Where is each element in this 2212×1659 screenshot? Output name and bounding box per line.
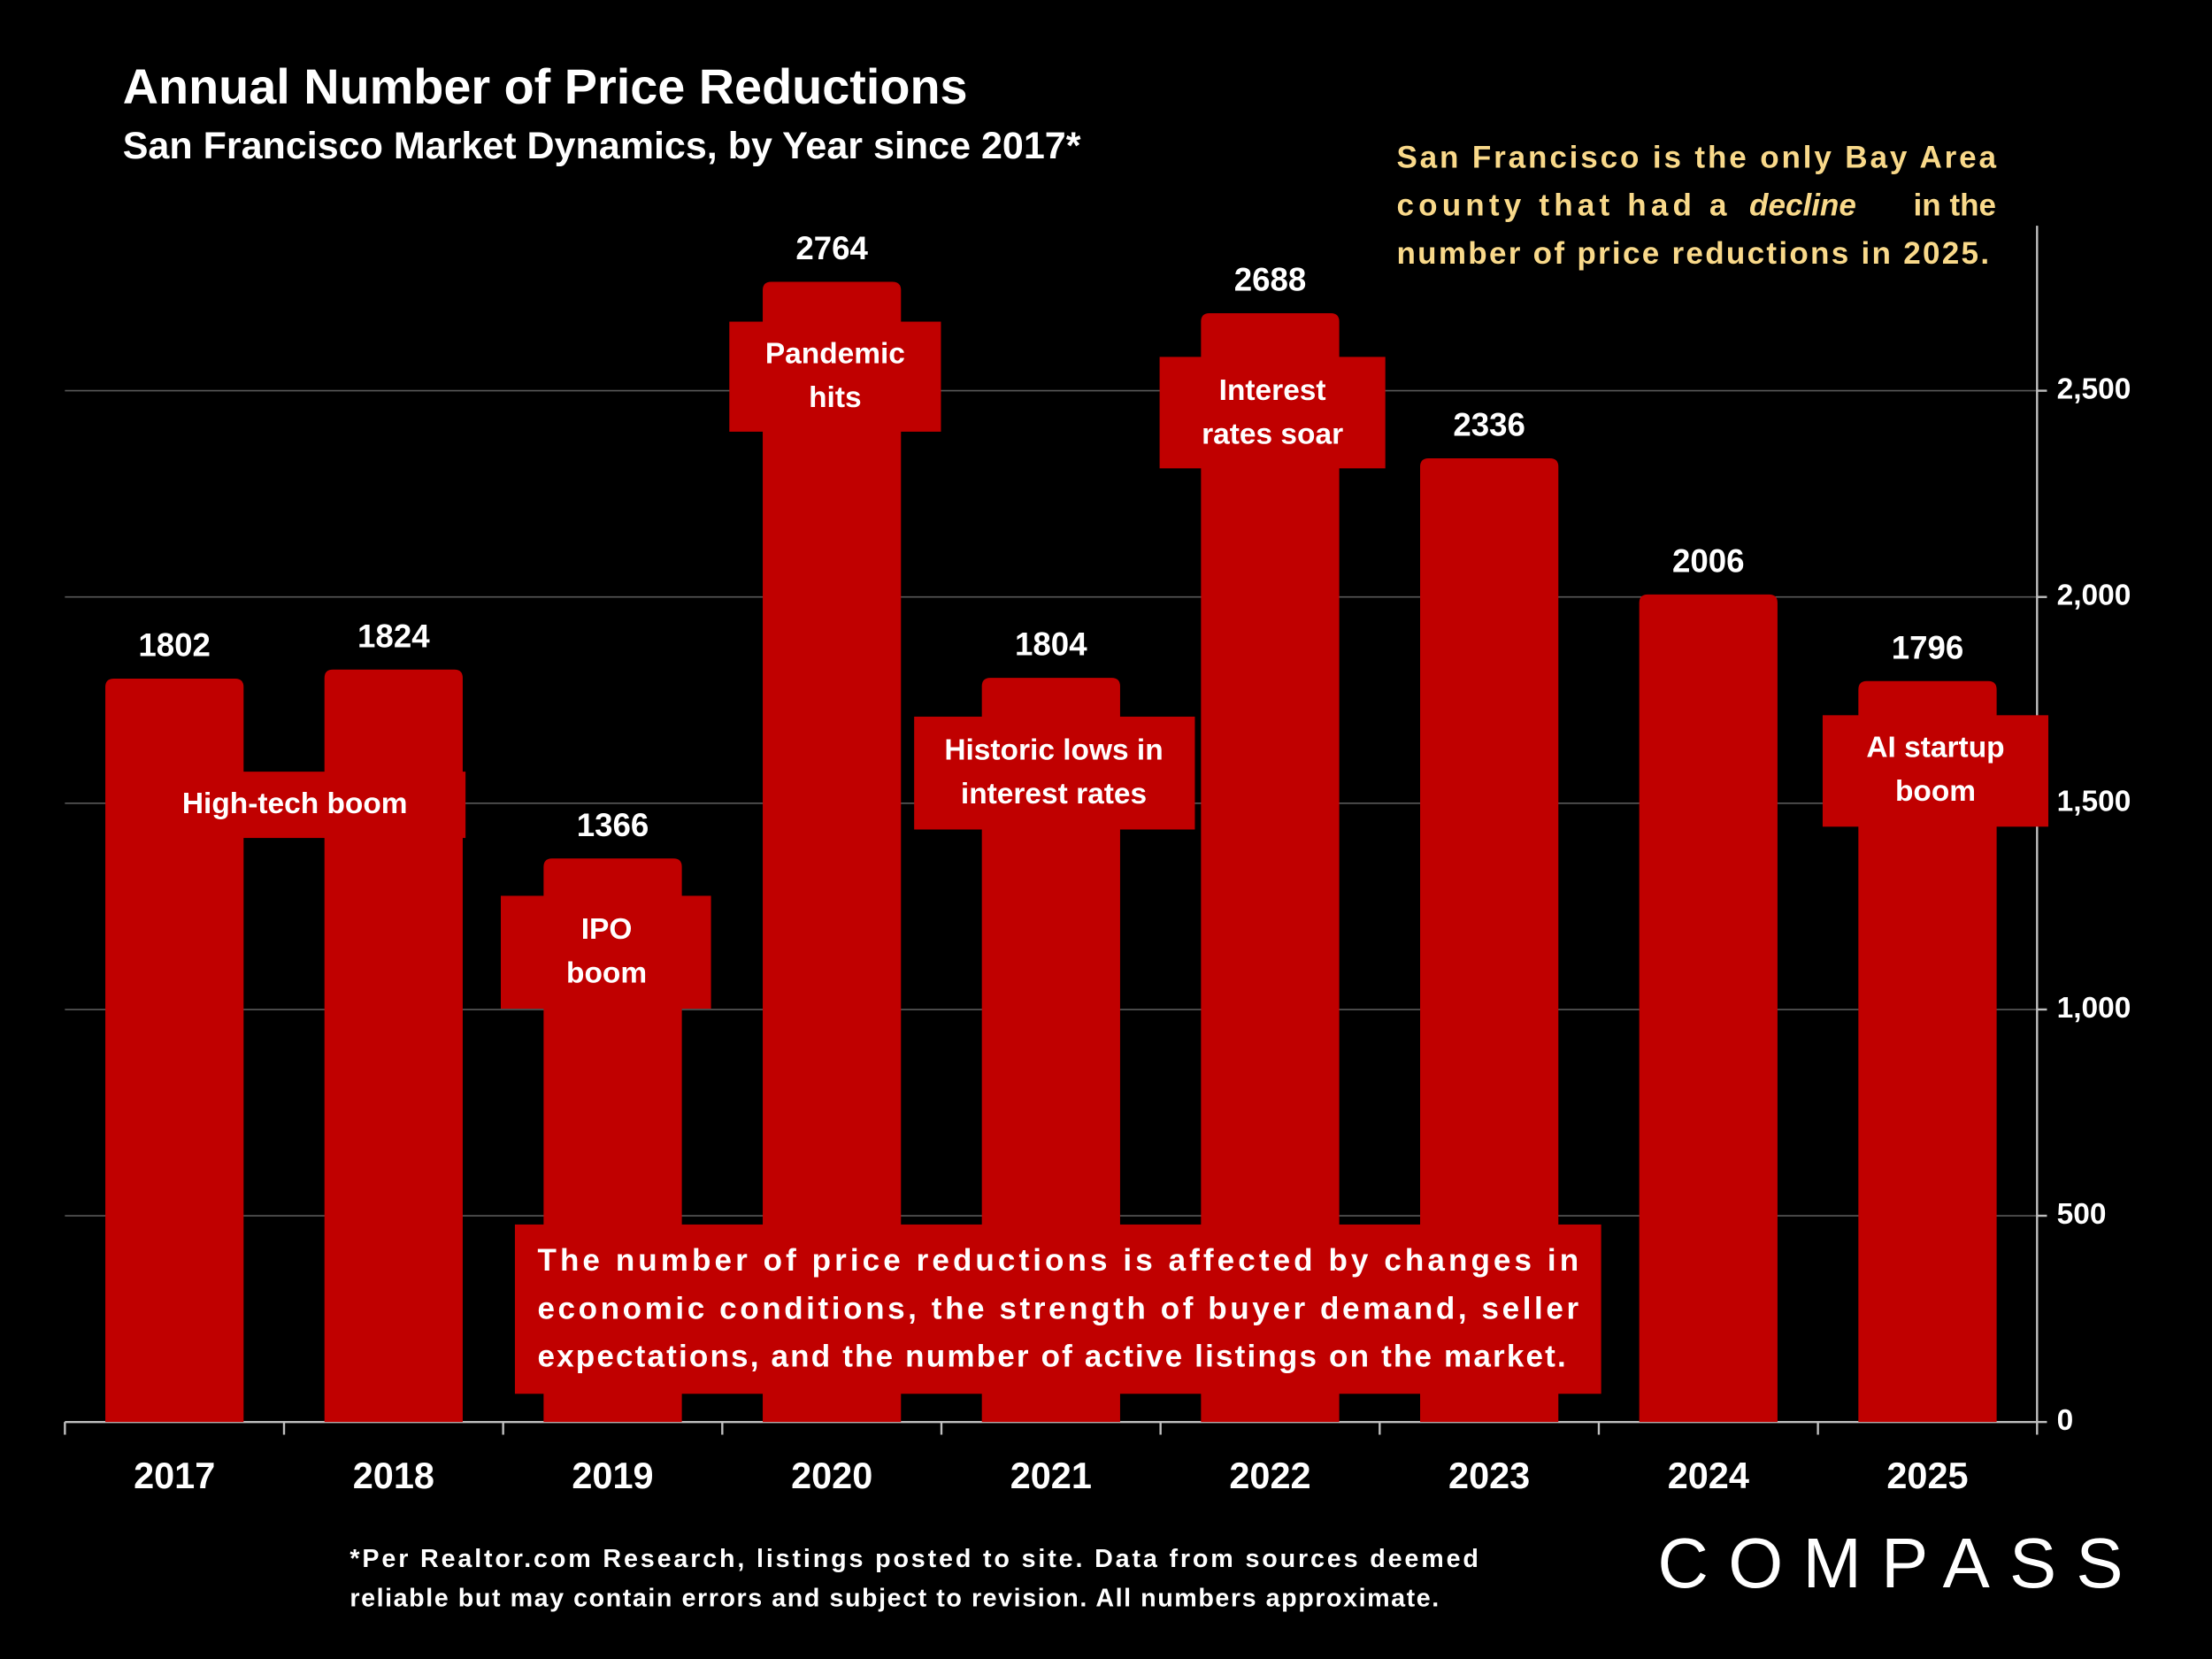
annotation-box — [1822, 715, 2049, 827]
value-label: 1824 — [357, 618, 430, 654]
bar — [763, 281, 902, 1423]
annotation-text: rates soar — [1202, 419, 1343, 451]
annotation-box — [152, 772, 466, 839]
x-tick-label: 2024 — [1668, 1455, 1749, 1496]
value-label: 2764 — [795, 230, 868, 266]
explanation-box — [514, 1224, 1601, 1394]
x-tick-label: 2020 — [791, 1455, 872, 1496]
bar — [105, 679, 244, 1423]
logo: COMPASS — [1657, 1524, 2123, 1602]
explanation-text: economic conditions, the strength of buy… — [537, 1291, 1578, 1325]
x-tick-label: 2019 — [572, 1455, 653, 1496]
annotation-box — [1159, 357, 1386, 469]
y-tick-label: 500 — [2057, 1198, 2107, 1231]
bar — [324, 669, 463, 1423]
annotation-text: Pandemic — [765, 338, 905, 371]
x-tick-label: 2021 — [1010, 1455, 1092, 1496]
bar — [1858, 680, 1997, 1423]
x-tick-label: 2022 — [1229, 1455, 1310, 1496]
value-label: 1802 — [138, 627, 211, 664]
x-tick-label: 2017 — [134, 1455, 215, 1496]
y-tick-label: 1,000 — [2057, 992, 2131, 1025]
chart-title: Annual Number of Price Reductions — [123, 58, 968, 114]
bar — [1420, 458, 1559, 1423]
plot: 0 500 1,000 1,500 2,000 2,500 1802 2017 1824 2018… — [64, 226, 2131, 1496]
note-line: San Francisco is the only Bay Area — [1396, 140, 1996, 174]
annotation-text: boom — [1895, 775, 1976, 808]
note-line: number of price reductions in 2025. — [1396, 236, 1989, 271]
x-tick-label: 2023 — [1448, 1455, 1530, 1496]
note: San Francisco is the only Bay Area count… — [1396, 140, 1996, 270]
explanation-text: The number of price reductions is affect… — [537, 1243, 1578, 1278]
explanation-text: expectations, and the number of active l… — [537, 1340, 1565, 1374]
annotation-text: Historic lows in — [944, 734, 1163, 767]
annotation-box — [729, 321, 941, 432]
annotation-text: IPO — [581, 913, 633, 946]
note-line: county that had a — [1396, 188, 1727, 223]
y-tick-label: 2,000 — [2057, 580, 2131, 612]
note-line: in the — [1914, 188, 1997, 223]
annotation-box — [914, 716, 1195, 830]
annotation-text: interest rates — [961, 778, 1147, 810]
x-tick-label: 2025 — [1886, 1455, 1968, 1496]
value-label: 1804 — [1015, 626, 1087, 663]
bar — [1201, 312, 1340, 1423]
annotation-box — [501, 895, 711, 1009]
footnote: *Per Realtor.com Research, listings post… — [349, 1545, 1479, 1573]
x-tick-label: 2018 — [353, 1455, 434, 1496]
annotation-text: AI startup — [1866, 731, 2004, 764]
value-label: 1366 — [577, 807, 649, 843]
annotation-text: boom — [566, 957, 647, 990]
footnote: reliable but may contain errors and subj… — [349, 1585, 1439, 1613]
value-label: 2688 — [1234, 262, 1307, 298]
annotation-text: Interest — [1219, 374, 1326, 407]
value-label: 1796 — [1892, 629, 1964, 665]
value-label: 2006 — [1672, 543, 1745, 580]
value-label: 2336 — [1453, 407, 1525, 443]
y-tick-label: 0 — [2057, 1404, 2074, 1437]
annotation-text: High-tech boom — [182, 787, 408, 820]
note-emphasis: decline — [1749, 188, 1856, 223]
y-tick-label: 1,500 — [2057, 786, 2131, 818]
chart-subtitle: San Francisco Market Dynamics, by Year s… — [123, 125, 1081, 167]
y-tick-label: 2,500 — [2057, 373, 2131, 405]
annotation-text: hits — [809, 381, 862, 414]
bar — [1639, 594, 1778, 1423]
